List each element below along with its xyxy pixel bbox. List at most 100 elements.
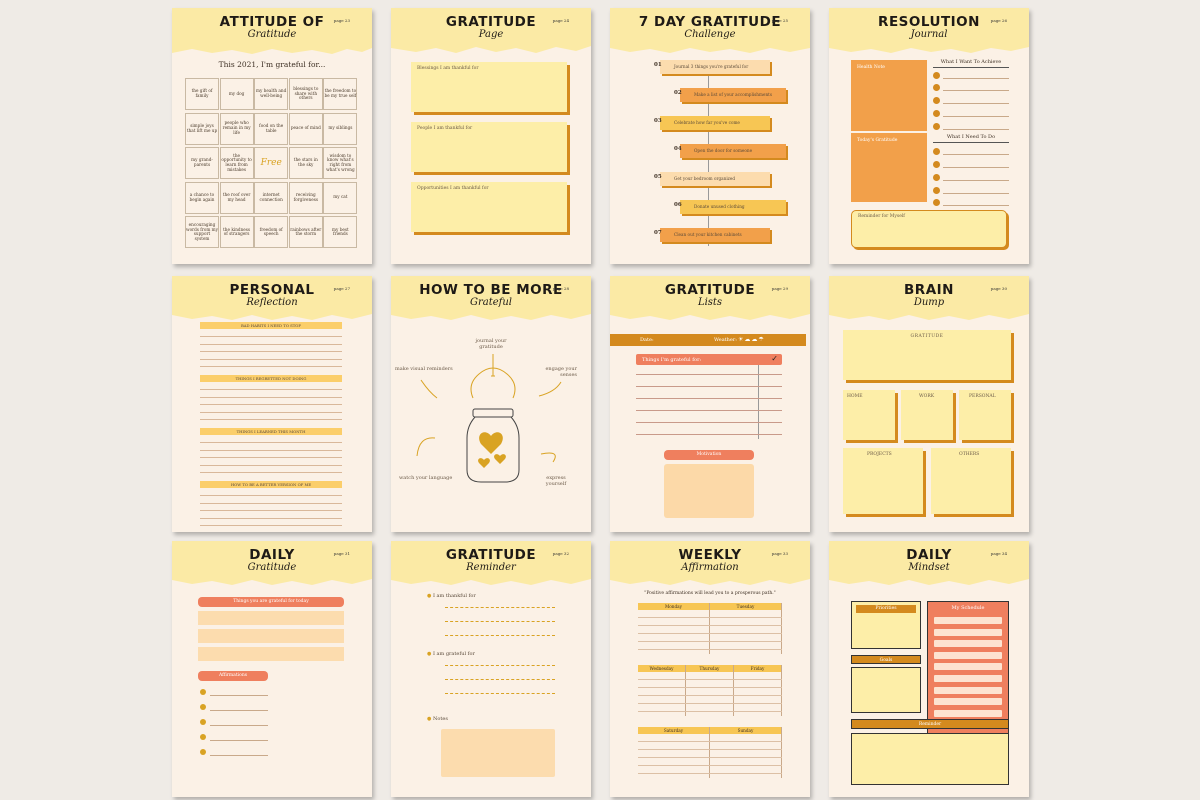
bullet-line[interactable] [943,205,1009,206]
grateful-checklist[interactable] [758,365,783,439]
grid-cell[interactable]: the roof over my head [219,181,254,214]
grid-cell[interactable]: wisdom to know what's right from what's … [323,147,358,180]
bullet-line[interactable] [943,154,1009,155]
schedule-slot[interactable] [934,663,1002,671]
challenge-day-04[interactable]: 04 Open the door for someone [674,144,786,158]
reflection-line[interactable] [200,502,342,504]
grateful-field-3[interactable] [198,647,344,661]
grid-cell[interactable]: food on the table [254,112,289,145]
bullet-line[interactable] [943,180,1009,181]
motivation-box[interactable] [664,464,754,518]
grid-cell[interactable]: my health and well-being [254,78,289,110]
dashed-line[interactable] [445,621,555,622]
day-column[interactable] [734,672,782,716]
grid-cell[interactable]: my grand-parents [185,147,219,180]
reflection-line[interactable] [200,449,342,451]
affirmation-line[interactable] [210,710,268,711]
list-line[interactable] [636,374,782,375]
challenge-day-02[interactable]: 02 Make a list of your accomplishments [674,88,786,102]
bullet-line[interactable] [943,116,1009,117]
day-column[interactable] [710,610,782,654]
affirmation-line[interactable] [210,740,268,741]
reflection-line[interactable] [200,510,342,511]
opportunities-box[interactable]: Opportunities I am thankful for [411,182,567,232]
reflection-line[interactable] [200,457,342,458]
schedule-slot[interactable] [934,651,1002,659]
grid-cell[interactable]: my dog [219,78,254,110]
dashed-line[interactable] [445,693,555,694]
home-box[interactable]: HOME [843,390,895,440]
day-column[interactable] [638,610,710,654]
projects-box[interactable]: PROJECTS [843,448,923,514]
reflection-line[interactable] [200,419,342,420]
reflection-line[interactable] [200,495,342,496]
grid-cell[interactable]: simple joys that lift me up [185,112,219,145]
challenge-day-06[interactable]: 06 Donate unused clothing [674,200,786,214]
grid-cell[interactable]: a chance to begin again [185,181,219,214]
dashed-line[interactable] [445,607,555,608]
reflection-line[interactable] [200,411,342,413]
reflection-line[interactable] [200,343,342,345]
day-column[interactable] [638,734,710,778]
schedule-slot[interactable] [934,640,1002,648]
others-box[interactable]: OTHERS [931,448,1011,514]
challenge-day-03[interactable]: 03 Celebrate how far you've come [654,116,770,130]
reflection-line[interactable] [200,472,342,473]
grid-cell[interactable]: internet connection [254,181,289,214]
reflection-line[interactable] [200,517,342,519]
grid-cell[interactable]: receiving forgiveness [288,181,323,214]
challenge-day-07[interactable]: 07 Clean out your kitchen cabinets [654,228,770,242]
priorities-box[interactable]: Priorities [851,601,921,649]
list-line[interactable] [636,434,782,435]
day-column[interactable] [638,672,686,716]
grid-cell[interactable]: my best friends [323,216,358,249]
schedule-slot[interactable] [934,709,1002,717]
bullet-line[interactable] [943,167,1009,168]
people-box[interactable]: People I am thankful for [411,122,567,172]
work-box[interactable]: WORK [901,390,953,440]
free-cell[interactable]: Free [254,147,289,180]
goals-box[interactable] [851,667,921,713]
dashed-line[interactable] [445,679,555,680]
grid-cell[interactable]: rainbows after the storm [288,216,323,249]
list-line[interactable] [636,410,782,411]
list-line[interactable] [636,386,782,387]
grateful-field-1[interactable] [198,611,344,625]
bullet-line[interactable] [943,90,1009,91]
reflection-line[interactable] [200,396,342,398]
reflection-line[interactable] [200,442,342,443]
bullet-line[interactable] [943,78,1009,79]
bullet-line[interactable] [943,103,1009,104]
grid-cell[interactable]: my cat [323,181,358,214]
schedule-slot[interactable] [934,675,1002,682]
reflection-line[interactable] [200,404,342,405]
reminder-box[interactable] [851,733,1009,785]
grid-cell[interactable]: freedom of speech [254,216,289,249]
health-note-box[interactable]: Health Note [851,60,927,131]
reflection-line[interactable] [200,464,342,466]
schedule-slot[interactable] [934,698,1002,706]
reflection-line[interactable] [200,366,342,367]
affirmation-line[interactable] [210,755,268,756]
bullet-line[interactable] [943,193,1009,194]
dashed-line[interactable] [445,665,555,666]
schedule-slot[interactable] [934,628,1002,636]
weather-icons[interactable]: ☀☁☁☂ [738,336,765,343]
grid-cell[interactable]: people who remain in my life [219,112,254,145]
list-line[interactable] [636,398,782,399]
reflection-line[interactable] [200,351,342,352]
grid-cell[interactable]: peace of mind [288,112,323,145]
grid-cell[interactable]: the kindness of strangers [219,216,254,249]
grid-cell[interactable]: the stars in the sky [288,147,323,180]
day-column[interactable] [686,672,734,716]
bullet-line[interactable] [943,129,1009,130]
schedule-slot[interactable] [934,617,1002,624]
reflection-line[interactable] [200,336,342,337]
notes-box[interactable] [441,729,555,777]
todays-gratitude-box[interactable]: Today's Gratitude [851,133,927,202]
dashed-line[interactable] [445,635,555,636]
reflection-line[interactable] [200,358,342,360]
reminder-box[interactable]: Reminder for Myself [851,210,1007,248]
challenge-day-05[interactable]: 05 Get your bedroom organized [654,172,770,186]
grateful-field-2[interactable] [198,629,344,643]
